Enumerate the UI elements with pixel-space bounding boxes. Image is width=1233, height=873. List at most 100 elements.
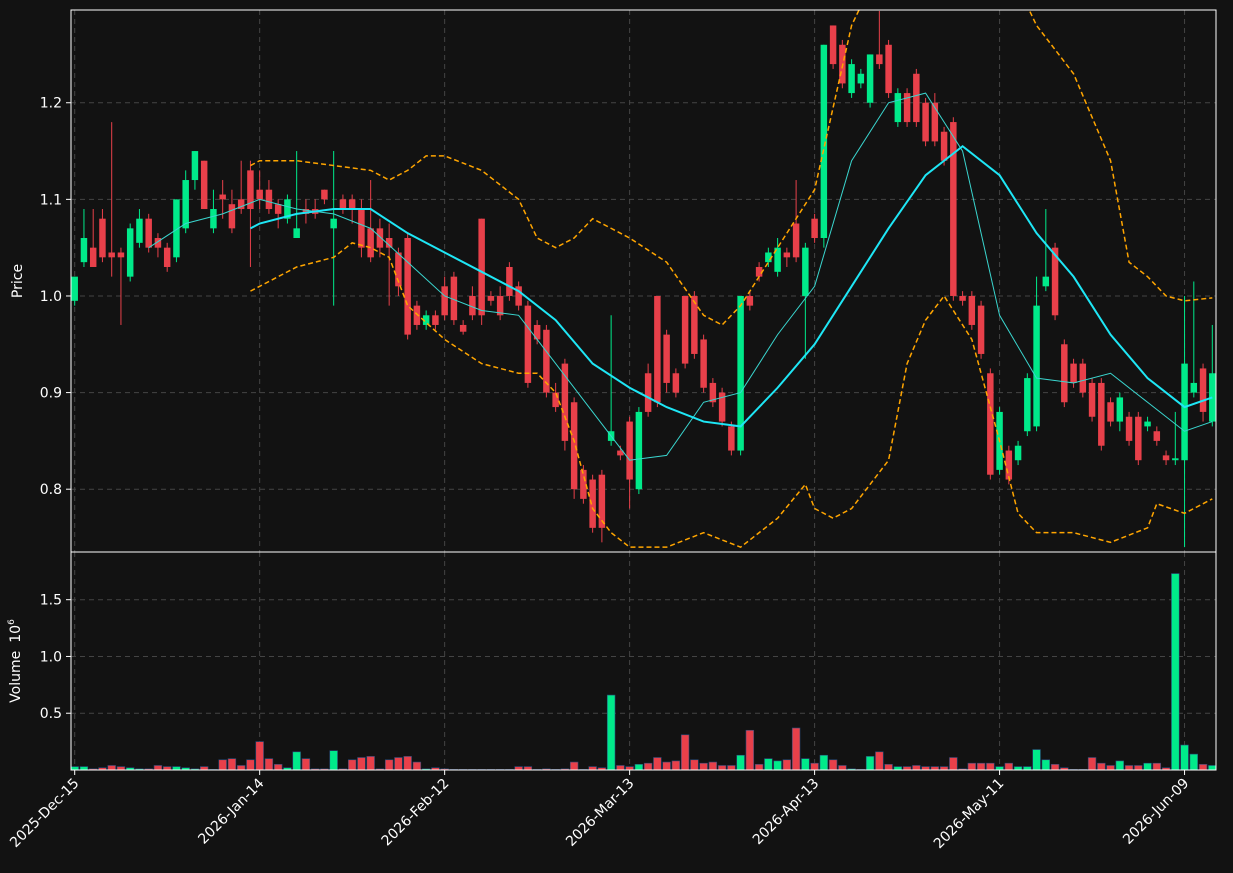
candle-body [820, 44, 828, 239]
candle-body [1125, 416, 1133, 441]
volume-bar [1134, 765, 1143, 770]
volume-bar [995, 766, 1004, 770]
candle-body [792, 223, 800, 258]
candle-body [1144, 421, 1151, 427]
volume-bar [764, 758, 773, 770]
candle-body [80, 238, 88, 263]
candle-body [385, 238, 393, 248]
volume-bar [569, 761, 579, 770]
overlay-line [249, 144, 1213, 428]
volume-bar [1198, 764, 1208, 770]
volume-bar [236, 765, 246, 770]
volume-bar [921, 766, 930, 770]
candle-body [182, 180, 189, 229]
candle-body [626, 421, 633, 480]
volume-bar [875, 751, 884, 770]
candle-body [737, 295, 744, 451]
candle-body [1162, 455, 1170, 461]
candle-body [913, 73, 920, 123]
volume-bar [79, 766, 89, 770]
volume-offset-base: 10 [8, 625, 24, 643]
candle-body [1172, 458, 1179, 461]
candle-body [302, 209, 310, 214]
y-tick-label: 0.8 [40, 482, 62, 498]
candle-body [99, 218, 106, 258]
candle-body [903, 93, 911, 123]
volume-bar [264, 758, 274, 770]
volume-bar [902, 766, 912, 770]
volume-bar [366, 756, 375, 770]
candle-body [746, 295, 754, 306]
volume-bar [680, 734, 690, 770]
candle-body [672, 373, 680, 393]
candle-body [191, 151, 199, 181]
candle-body [376, 228, 384, 248]
volume-bar [255, 741, 264, 770]
volume-bar [1023, 766, 1032, 770]
candle-body [237, 199, 245, 210]
volume-bar [699, 762, 708, 770]
candle-body [987, 373, 994, 475]
candle-body [1190, 382, 1198, 393]
candle-body [219, 194, 226, 200]
candle-body [321, 189, 328, 200]
price-panel [71, 10, 1216, 549]
candle-body [552, 392, 559, 408]
candle-body [543, 329, 550, 393]
candle-body [1070, 363, 1077, 383]
volume-bar [412, 761, 422, 770]
candle-body [885, 44, 892, 94]
candle-body [691, 295, 698, 354]
volume-bar [1097, 762, 1106, 770]
candle-body [1135, 416, 1142, 461]
y-tick-label: 0.5 [40, 706, 62, 722]
volume-bar [116, 766, 126, 770]
volume-bar [292, 751, 301, 770]
candle-body [561, 363, 569, 441]
candle-body [506, 266, 513, 296]
candle-body [274, 204, 282, 214]
candle-body [71, 276, 78, 301]
volume-bar [717, 765, 727, 770]
candle-body [968, 295, 976, 325]
volume-bar [403, 756, 412, 770]
volume-bar [1115, 760, 1124, 770]
candle-body [681, 295, 689, 364]
y-tick-label: 1.5 [40, 593, 62, 609]
volume-bar [357, 757, 366, 770]
candle-body [515, 286, 522, 306]
volume-bar [1060, 767, 1069, 770]
candle-body [284, 199, 291, 219]
candle-body [293, 228, 300, 239]
candle-body [977, 305, 985, 354]
candle-body [1199, 368, 1207, 412]
volume-bar [662, 761, 671, 770]
candle-body [422, 315, 430, 325]
volume-bar [523, 766, 533, 770]
volume-bar [634, 764, 644, 770]
volume-offset-exponent: 6 [7, 619, 17, 625]
volume-bar [782, 759, 792, 770]
candle-body [1209, 373, 1216, 422]
candle-body [589, 479, 596, 528]
volume-bar [708, 761, 718, 770]
candle-body [108, 252, 115, 258]
volume-bar [727, 765, 736, 770]
candle-body [700, 339, 707, 388]
volume-bar [912, 765, 921, 770]
candle-body [1014, 445, 1022, 461]
volume-bar [1152, 762, 1161, 770]
volume-bar [736, 754, 745, 770]
volume-bar [653, 757, 662, 770]
volume-bar [838, 765, 847, 770]
candle-body [1153, 431, 1161, 441]
volume-bar [301, 758, 311, 770]
volume-bar [625, 766, 634, 770]
volume-bar [1208, 765, 1216, 770]
volume-bar [1087, 757, 1097, 770]
candle-body [857, 73, 865, 84]
candle-body [163, 247, 171, 267]
volume-bar [1013, 766, 1023, 770]
volume-bar [126, 767, 135, 770]
